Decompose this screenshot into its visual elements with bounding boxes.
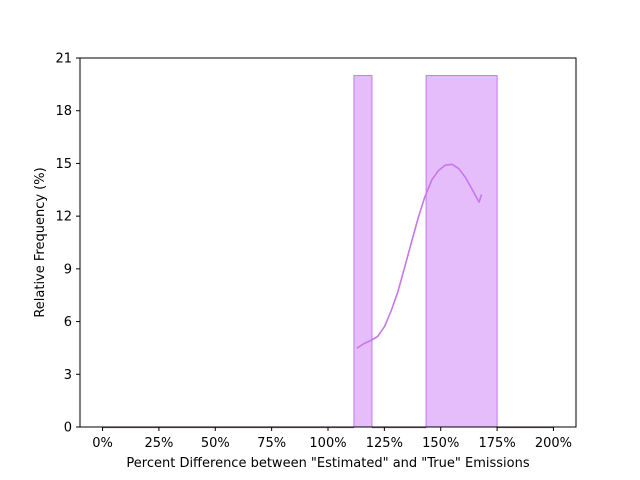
y-tick-label: 6 (64, 315, 72, 330)
x-tick-label: 150% (422, 436, 459, 451)
y-tick-label: 12 (55, 210, 72, 225)
x-tick-label: 175% (479, 436, 516, 451)
x-tick-label: 100% (309, 436, 346, 451)
x-axis-label: Percent Difference between "Estimated" a… (126, 456, 529, 471)
x-tick-label: 200% (535, 436, 572, 451)
histogram-bar (425, 75, 498, 428)
bars-layer (102, 75, 554, 429)
y-tick-label: 18 (55, 104, 72, 119)
kde-line-layer (356, 163, 483, 349)
plot-area-frame (79, 57, 577, 428)
x-tick-label: 50% (201, 436, 230, 451)
x-tick-label: 25% (144, 436, 173, 451)
x-tick-label: 0% (92, 436, 113, 451)
y-tick-label: 9 (64, 262, 72, 277)
histogram-bar (353, 75, 373, 428)
x-tick-label: 75% (257, 436, 286, 451)
kde-line (356, 163, 483, 349)
y-axis-label: Relative Frequency (%) (33, 167, 48, 317)
x-axis-ticks: 0% 25% 50% 75% 100% 125% 150% 175% 200% (92, 427, 572, 451)
y-tick-label: 3 (64, 368, 72, 383)
y-tick-label: 21 (55, 52, 72, 67)
y-axis-ticks: 0 3 6 9 12 15 18 21 (55, 52, 80, 436)
y-tick-label: 0 (64, 421, 72, 436)
x-tick-label: 125% (366, 436, 403, 451)
y-tick-label: 15 (55, 157, 72, 172)
